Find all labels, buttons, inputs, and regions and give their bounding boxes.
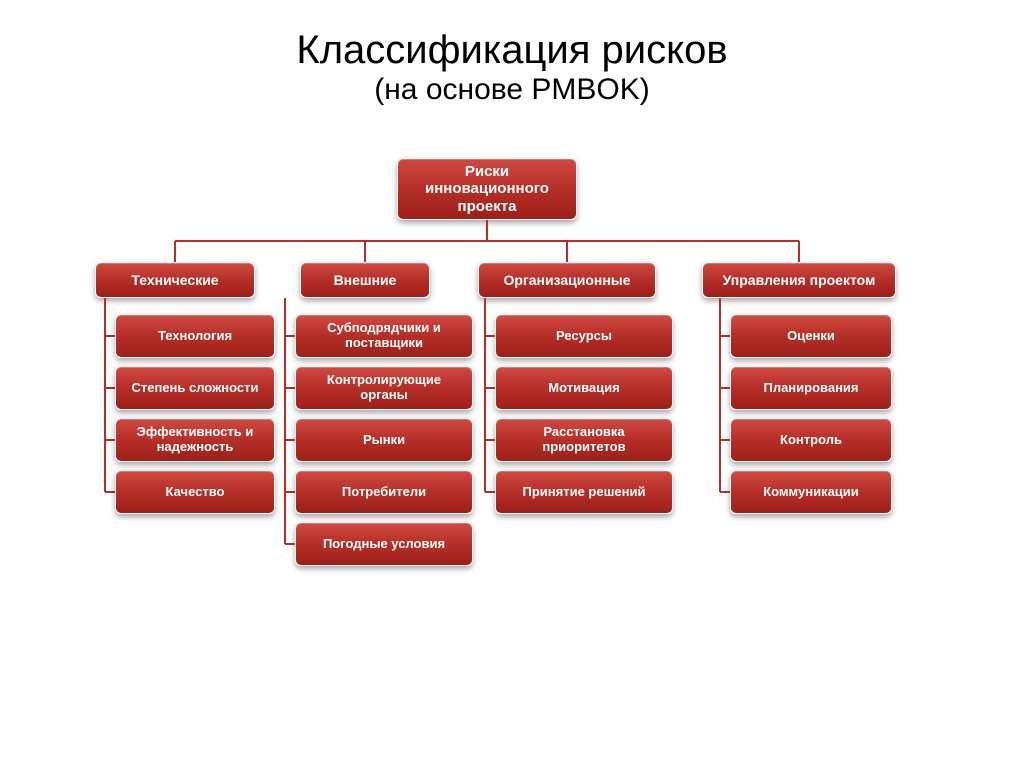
connector [719, 298, 721, 492]
connector [485, 335, 495, 337]
connector [485, 387, 495, 389]
child-2-3: Принятие решений [495, 470, 673, 514]
connector [720, 335, 730, 337]
connector [285, 335, 295, 337]
child-1-4: Погодные условия [295, 522, 473, 566]
connector [105, 387, 115, 389]
connector [105, 335, 115, 337]
child-3-2: Контроль [730, 418, 892, 462]
child-0-2: Эффективность и надежность [115, 418, 275, 462]
child-0-0: Технология [115, 314, 275, 358]
connector [285, 387, 295, 389]
connector [105, 439, 115, 441]
connector [485, 491, 495, 493]
connector [720, 387, 730, 389]
child-2-2: Расстановка приоритетов [495, 418, 673, 462]
connector [285, 439, 295, 441]
connector [174, 241, 176, 262]
connector [175, 240, 799, 242]
connector [104, 298, 106, 492]
connector [486, 220, 488, 241]
category-0: Технические [95, 262, 255, 298]
connector [285, 491, 295, 493]
connector [105, 491, 115, 493]
connector [364, 241, 366, 262]
connector [566, 241, 568, 262]
category-1: Внешние [300, 262, 430, 298]
child-3-1: Планирования [730, 366, 892, 410]
connector [285, 543, 295, 545]
connector [720, 439, 730, 441]
connector [720, 491, 730, 493]
child-0-3: Качество [115, 470, 275, 514]
connector [485, 439, 495, 441]
page-title: Классификация рисков (на основе PMBOK) [0, 0, 1024, 107]
child-3-3: Коммуникации [730, 470, 892, 514]
child-2-0: Ресурсы [495, 314, 673, 358]
child-0-1: Степень сложности [115, 366, 275, 410]
connector [484, 298, 486, 492]
child-3-0: Оценки [730, 314, 892, 358]
category-2: Организационные [478, 262, 656, 298]
child-1-0: Субподрядчики и поставщики [295, 314, 473, 358]
root-node: Риски инновационного проекта [397, 158, 577, 220]
title-sub: (на основе PMBOK) [0, 73, 1024, 107]
category-3: Управления проектом [702, 262, 896, 298]
connector [798, 241, 800, 262]
child-1-3: Потребители [295, 470, 473, 514]
title-main: Классификация рисков [0, 28, 1024, 73]
child-1-1: Контролирующие органы [295, 366, 473, 410]
child-1-2: Рынки [295, 418, 473, 462]
child-2-1: Мотивация [495, 366, 673, 410]
